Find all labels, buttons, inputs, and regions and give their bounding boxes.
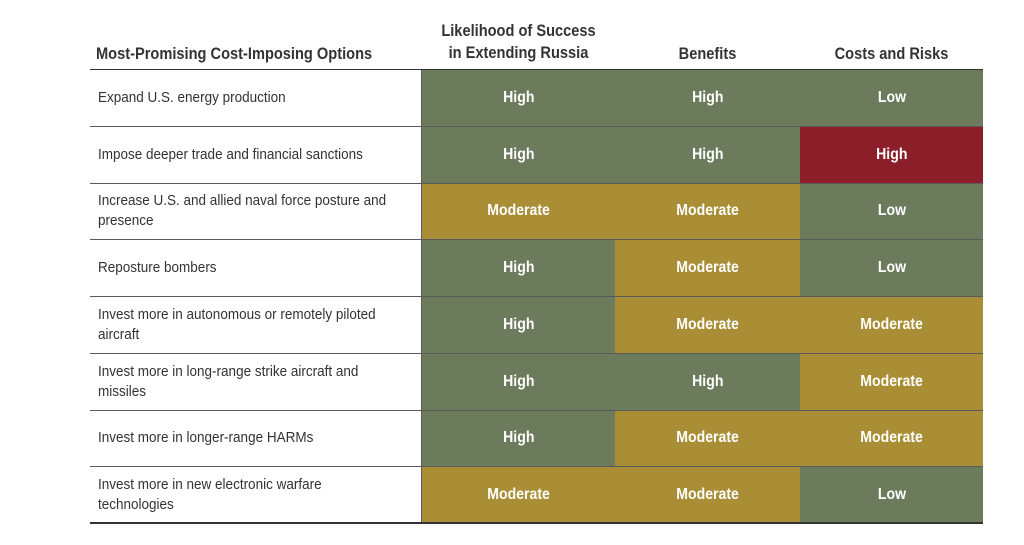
likelihood-rating: High [502, 259, 535, 277]
table-row: Reposture bombers High Moderate Low [90, 240, 983, 297]
costs-rating: Moderate [860, 429, 923, 447]
costs-rating: High [875, 145, 908, 163]
likelihood-rating: High [502, 429, 535, 447]
benefits-rating: High [691, 372, 724, 390]
costs-rating: Low [877, 485, 906, 503]
benefits-rating: Moderate [676, 202, 739, 220]
likelihood-rating: High [502, 88, 535, 106]
option-cell: Invest more in long-range strike aircraf… [90, 353, 422, 410]
table-row: Invest more in long-range strike aircraf… [90, 353, 983, 411]
table-row: Increase U.S. and allied naval force pos… [90, 183, 983, 241]
table-body: Expand U.S. energy production High High … [90, 70, 983, 524]
option-cell: Expand U.S. energy production [90, 70, 422, 126]
costs-rating-cell: High [800, 126, 983, 183]
table-header: Most-Promising Cost-Imposing Options Lik… [0, 0, 1024, 70]
benefits-column-header: Benefits [678, 44, 737, 63]
option-cell: Invest more in autonomous or remotely pi… [90, 297, 422, 353]
likelihood-rating-cell: High [422, 126, 615, 183]
likelihood-rating-cell: High [422, 353, 615, 410]
likelihood-rating: High [502, 315, 535, 333]
costs-rating: Low [877, 202, 906, 220]
benefits-rating-cell: High [615, 126, 800, 183]
option-cell: Invest more in new electronic warfare te… [90, 467, 422, 522]
option-label: Increase U.S. and allied naval force pos… [98, 192, 387, 230]
likelihood-rating-cell: Moderate [422, 183, 615, 240]
benefits-rating-cell: Moderate [615, 183, 800, 240]
likelihood-rating: High [502, 145, 535, 163]
option-cell: Reposture bombers [90, 240, 422, 296]
option-cell: Impose deeper trade and financial sancti… [90, 126, 422, 183]
costs-rating-cell: Low [800, 183, 983, 240]
options-column-header: Most-Promising Cost-Imposing Options [96, 44, 373, 63]
option-label: Invest more in long-range strike aircraf… [98, 362, 359, 400]
costs-rating-cell: Low [800, 70, 983, 126]
likelihood-rating: High [502, 372, 535, 390]
option-label: Invest more in new electronic warfare te… [98, 475, 322, 513]
benefits-rating: High [691, 145, 724, 163]
option-label: Reposture bombers [98, 259, 217, 277]
benefits-rating: Moderate [676, 485, 739, 503]
costs-column-header: Costs and Risks [834, 44, 949, 63]
costs-rating: Moderate [860, 315, 923, 333]
benefits-rating-cell: High [615, 70, 800, 126]
costs-rating-cell: Low [800, 467, 983, 522]
likelihood-header-line-1: Likelihood of Success [441, 21, 596, 40]
table-row: Invest more in autonomous or remotely pi… [90, 297, 983, 354]
costs-rating-cell: Low [800, 240, 983, 296]
option-label: Expand U.S. energy production [98, 88, 286, 106]
costs-rating: Moderate [860, 372, 923, 390]
likelihood-header-line-2: in Extending Russia [448, 43, 589, 62]
benefits-rating-cell: Moderate [615, 240, 800, 296]
benefits-rating-cell: Moderate [615, 297, 800, 353]
benefits-rating: High [691, 88, 724, 106]
benefits-rating-cell: High [615, 353, 800, 410]
benefits-rating: Moderate [676, 429, 739, 447]
option-cell: Increase U.S. and allied naval force pos… [90, 183, 422, 240]
benefits-rating-cell: Moderate [615, 467, 800, 522]
likelihood-rating: Moderate [487, 485, 550, 503]
likelihood-rating-cell: Moderate [422, 467, 615, 522]
option-cell: Invest more in longer-range HARMs [90, 410, 422, 467]
option-label: Impose deeper trade and financial sancti… [98, 145, 363, 163]
table-row: Impose deeper trade and financial sancti… [90, 126, 983, 184]
costs-rating: Low [877, 88, 906, 106]
table-row: Invest more in longer-range HARMs High M… [90, 410, 983, 468]
likelihood-rating-cell: High [422, 240, 615, 296]
table-row: Invest more in new electronic warfare te… [90, 467, 983, 524]
costs-rating-cell: Moderate [800, 353, 983, 410]
likelihood-rating: Moderate [487, 202, 550, 220]
benefits-rating: Moderate [676, 315, 739, 333]
likelihood-column-header: Likelihood of Success in Extending Russi… [436, 20, 602, 64]
table-row: Expand U.S. energy production High High … [90, 70, 983, 127]
costs-rating-cell: Moderate [800, 410, 983, 467]
benefits-rating-cell: Moderate [615, 410, 800, 467]
costs-rating-cell: Moderate [800, 297, 983, 353]
benefits-rating: Moderate [676, 259, 739, 277]
option-label: Invest more in longer-range HARMs [98, 429, 314, 447]
header-divider [90, 69, 983, 70]
option-label: Invest more in autonomous or remotely pi… [98, 305, 376, 343]
likelihood-rating-cell: High [422, 410, 615, 467]
costs-rating: Low [877, 259, 906, 277]
likelihood-rating-cell: High [422, 70, 615, 126]
likelihood-rating-cell: High [422, 297, 615, 353]
